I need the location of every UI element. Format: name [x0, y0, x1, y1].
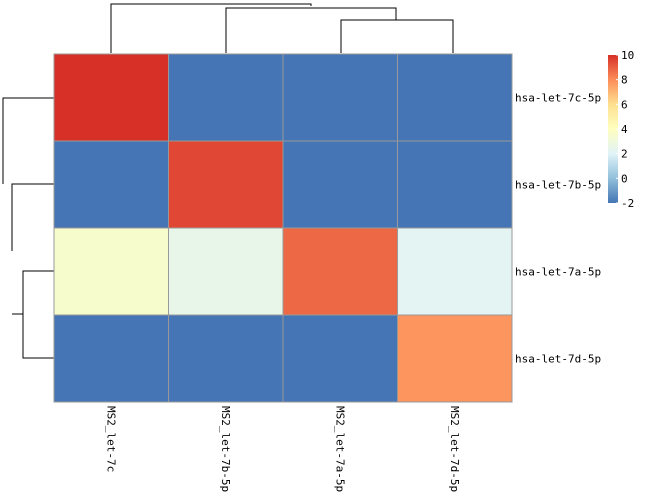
colorbar-tick-label: 2: [621, 148, 628, 161]
column-dendrogram: [110, 3, 454, 53]
heatmap-cell-r4-c3: [282, 314, 398, 403]
column-label: MS2_let-7c: [104, 406, 117, 472]
heatmap-cell-r2-c1: [53, 140, 169, 229]
colorbar-tick-label: 4: [621, 123, 628, 136]
heatmap-cell-r4-c1: [53, 314, 169, 403]
heatmap-cell-r4-c4: [397, 314, 513, 403]
colorbar-tick-label: 0: [621, 172, 628, 185]
column-dendrogram-branch-b: [225, 7, 397, 53]
column-label: MS2_let-7a-5p: [333, 406, 346, 492]
heatmap-cell-r3-c2: [168, 227, 284, 316]
row-label: hsa-let-7c-5p: [515, 92, 601, 105]
colorbar-gradient: [608, 55, 618, 203]
colorbar-tick-label: 10: [621, 49, 634, 62]
row-dendrogram-branch-a: [2, 97, 54, 184]
colorbar-tick-label: -2: [621, 197, 634, 210]
column-dendrogram-branch-a: [110, 3, 312, 53]
heatmap-cell-r1-c3: [282, 53, 398, 142]
row-labels: hsa-let-7c-5p hsa-let-7b-5p hsa-let-7a-5p h…: [515, 92, 601, 366]
colorbar-tick-label: 6: [621, 98, 628, 111]
heatmap-cells: [53, 53, 513, 403]
heatmap-cell-r3-c3: [282, 227, 398, 316]
heatmap-cell-r3-c4: [397, 227, 513, 316]
heatmap-cell-r2-c3: [282, 140, 398, 229]
column-dendrogram-branch-c: [340, 19, 454, 53]
heatmap-cell-r2-c4: [397, 140, 513, 229]
heatmap-cell-r2-c2: [168, 140, 284, 229]
heatmap-cell-r1-c4: [397, 53, 513, 142]
row-label: hsa-let-7b-5p: [515, 179, 601, 192]
colorbar-tick-label: 8: [621, 74, 628, 87]
heatmap-cell-r4-c2: [168, 314, 284, 403]
row-dendrogram-branch-c: [22, 270, 54, 359]
column-label: MS2_let-7b-5p: [219, 406, 232, 492]
colorbar-ticks: 10 8 6 4 2 0 -2: [616, 49, 634, 210]
heatmap-cell-r1-c1: [53, 53, 169, 142]
column-labels: MS2_let-7c MS2_let-7b-5p MS2_let-7a-5p MS2_…: [104, 406, 461, 492]
row-dendrogram: [2, 97, 54, 359]
row-label: hsa-let-7a-5p: [515, 266, 601, 279]
row-label: hsa-let-7d-5p: [515, 353, 601, 366]
colorbar-legend: 10 8 6 4 2 0 -2: [608, 49, 634, 210]
heatmap-cell-r1-c2: [168, 53, 284, 142]
heatmap-cell-r3-c1: [53, 227, 169, 316]
row-dendrogram-branch-b: [11, 183, 54, 251]
column-label: MS2_let-7d-5p: [448, 406, 461, 492]
